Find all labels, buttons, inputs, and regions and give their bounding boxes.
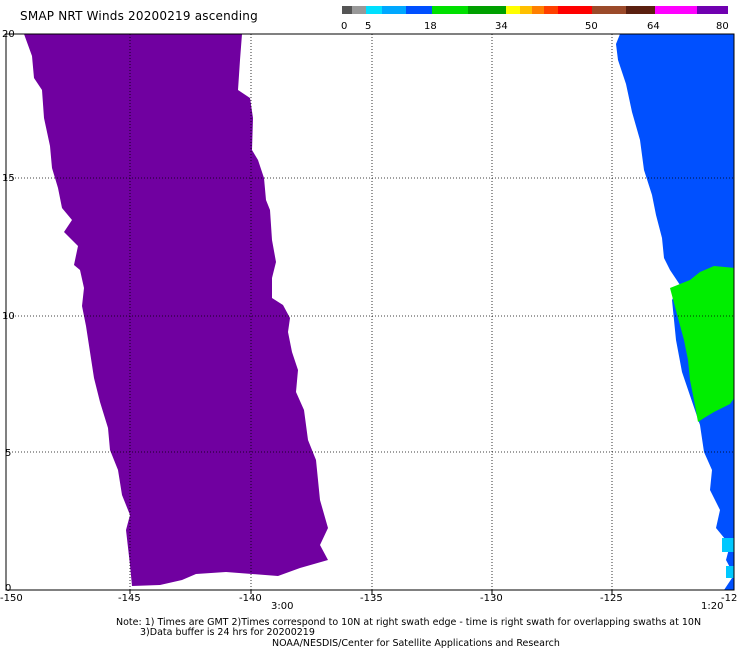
- y-tick-label-3: 15: [2, 173, 15, 184]
- colorbar-seg-3: [382, 6, 406, 14]
- colorbar-tick-2: 18: [424, 21, 437, 32]
- colorbar-tick-1: 5: [365, 21, 371, 32]
- cyan-patch-2: [726, 566, 734, 578]
- colorbar-seg-6: [468, 6, 506, 14]
- colorbar-seg-11: [558, 6, 592, 14]
- colorbar-seg-15: [697, 6, 728, 14]
- right-swath-green: [670, 266, 734, 422]
- colorbar-seg-13: [626, 6, 655, 14]
- wind-speed-colorbar: 0 5 18 34 50 64 80: [341, 6, 729, 32]
- colorbar-seg-12: [592, 6, 626, 14]
- x-tick-marks: [129, 590, 613, 594]
- x-tick-label-2: -140: [239, 593, 262, 604]
- swath-layer: [24, 34, 734, 590]
- grid-lines: [6, 34, 734, 590]
- x-tick-label-5: -125: [600, 593, 623, 604]
- x-tick-label-0: -150: [0, 593, 23, 604]
- colorbar-seg-8: [520, 6, 532, 14]
- x-tick-label-1: -145: [118, 593, 141, 604]
- colorbar-tick-0: 0: [341, 21, 347, 32]
- swath-time-left: 3:00: [271, 601, 294, 612]
- note-line-2: 3)Data buffer is 24 hrs for 20200219: [140, 627, 315, 638]
- colorbar-seg-4: [406, 6, 432, 14]
- x-tick-label-3: -135: [360, 593, 383, 604]
- colorbar-tick-3: 34: [495, 21, 508, 32]
- plot-frame: [5, 33, 735, 591]
- colorbar-seg-7: [506, 6, 520, 14]
- note-line-1: Note: 1) Times are GMT 2)Times correspon…: [116, 617, 702, 628]
- map-title: SMAP NRT Winds 20200219 ascending: [20, 9, 258, 23]
- left-swath: [24, 34, 328, 586]
- right-swath-blue: [616, 34, 734, 590]
- y-tick-label-0: 0: [5, 583, 11, 594]
- colorbar-tick-4: 50: [585, 21, 598, 32]
- colorbar-seg-0: [342, 6, 352, 14]
- credit-line: NOAA/NESDIS/Center for Satellite Applica…: [272, 638, 560, 649]
- colorbar-seg-5: [432, 6, 468, 14]
- colorbar-seg-10: [544, 6, 558, 14]
- cyan-patch-1: [722, 538, 734, 552]
- x-tick-label-6: -12: [721, 593, 737, 604]
- colorbar-tick-5: 64: [647, 21, 660, 32]
- colorbar-seg-14: [655, 6, 697, 14]
- colorbar-seg-1: [352, 6, 366, 14]
- y-tick-label-4: 20: [2, 29, 15, 40]
- colorbar-seg-9: [532, 6, 544, 14]
- y-tick-label-1: 5: [5, 448, 11, 459]
- y-tick-label-2: 10: [2, 311, 15, 322]
- x-tick-label-4: -130: [480, 593, 503, 604]
- colorbar-tick-6: 80: [716, 21, 729, 32]
- colorbar-seg-2: [366, 6, 382, 14]
- swath-time-right: 1:20: [701, 601, 724, 612]
